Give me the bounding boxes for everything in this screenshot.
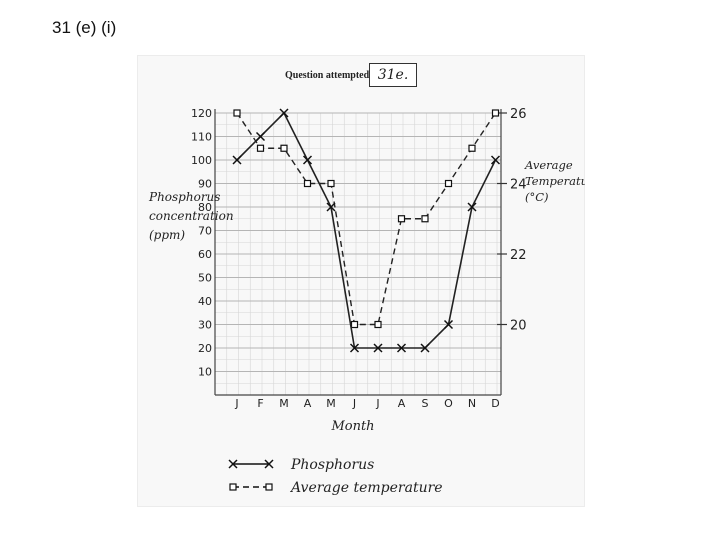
data-point-square (491, 109, 500, 117)
data-point-x (443, 319, 454, 330)
right-tick-label: 26 (510, 107, 527, 122)
x-tick-label: J (352, 397, 356, 410)
left-tick-label: 30 (198, 319, 212, 332)
question-attempted-label: Question attempted (285, 70, 370, 81)
x-tick-label: M (279, 397, 289, 410)
chart-grid (214, 112, 501, 396)
legend-label-temperature: Average temperature (289, 480, 443, 496)
left-tick-label: 50 (198, 272, 212, 285)
data-point-x (349, 343, 360, 353)
data-point-x (279, 108, 289, 118)
left-tick-label: 100 (191, 154, 212, 167)
legend-marker-square (265, 483, 273, 491)
data-point-x (373, 343, 383, 353)
right-axis-ticks: 20 22 24 26 (497, 107, 527, 334)
data-point-square (233, 109, 241, 117)
data-point-x (326, 202, 336, 212)
left-tick-label: 70 (198, 225, 212, 238)
right-axis-label: (°C) (525, 190, 549, 204)
data-point-x (490, 155, 501, 165)
x-tick-label: J (375, 397, 379, 410)
axis-labels: Phosphorus concentration (ppm) Average Tempe… (148, 158, 585, 434)
x-tick-label: S (422, 397, 429, 410)
left-axis-ticks: 10 20 30 40 50 60 70 80 90 100 110 120 (191, 107, 212, 379)
data-point-square (303, 179, 312, 188)
x-tick-label: O (444, 397, 453, 410)
data-point-square (444, 179, 453, 188)
data-point-x (467, 202, 477, 212)
right-tick-label: 24 (510, 178, 527, 193)
data-point-square (327, 179, 335, 188)
x-axis-label: Month (330, 419, 374, 434)
left-tick-label: 40 (198, 295, 212, 308)
x-tick-label: J (234, 397, 238, 410)
left-tick-label: 120 (191, 107, 212, 120)
scanned-answer-sheet: Question attempted 31e. 10 20 30 40 50 60 70 80… (137, 55, 585, 507)
data-point-square (421, 215, 429, 223)
x-tick-label: F (257, 397, 263, 410)
slide-title: 31 (e) (i) (52, 18, 117, 37)
left-tick-label: 110 (191, 131, 212, 144)
series-phosphorus (232, 108, 501, 353)
left-tick-label: 10 (198, 366, 212, 379)
data-point-x (302, 155, 313, 165)
data-point-square (374, 320, 382, 329)
question-attempted-box: 31e. (369, 63, 417, 87)
x-tick-label: A (304, 397, 312, 410)
legend-marker-x (228, 459, 238, 469)
left-axis-label: Phosphorus (148, 190, 220, 204)
x-tick-label: N (468, 397, 476, 410)
data-point-square (350, 320, 359, 329)
right-axis-label: Temperature (525, 174, 585, 188)
x-tick-label: M (326, 397, 336, 410)
data-point-square (397, 215, 406, 223)
left-tick-label: 80 (198, 201, 212, 214)
right-axis-label: Average (524, 158, 573, 172)
data-point-x (255, 131, 266, 142)
hand-drawn-line-chart: 10 20 30 40 50 60 70 80 90 100 110 120 20 22 24 26 J F M… (148, 107, 585, 496)
left-tick-label: 60 (198, 248, 212, 261)
chart-legend: Phosphorus Average temperature (228, 457, 443, 496)
data-point-square (256, 144, 265, 152)
series-average-temperature (233, 109, 500, 329)
data-point-x (232, 155, 242, 165)
data-point-x (420, 343, 430, 353)
chart-axes (214, 109, 502, 396)
legend-label-phosphorus: Phosphorus (290, 457, 374, 473)
left-tick-label: 20 (198, 342, 212, 355)
legend-marker-x (264, 459, 274, 469)
data-point-x (396, 343, 407, 353)
left-axis-label: (ppm) (149, 228, 185, 242)
x-tick-label: A (398, 397, 406, 410)
legend-marker-square (229, 483, 237, 491)
right-tick-label: 20 (510, 319, 527, 334)
left-axis-label: concentration (149, 209, 234, 223)
left-tick-label: 90 (198, 178, 212, 191)
series-line (236, 112, 497, 326)
data-point-square (280, 144, 288, 152)
data-point-square (468, 144, 476, 152)
right-tick-label: 22 (510, 248, 527, 263)
x-tick-label: D (491, 397, 499, 410)
